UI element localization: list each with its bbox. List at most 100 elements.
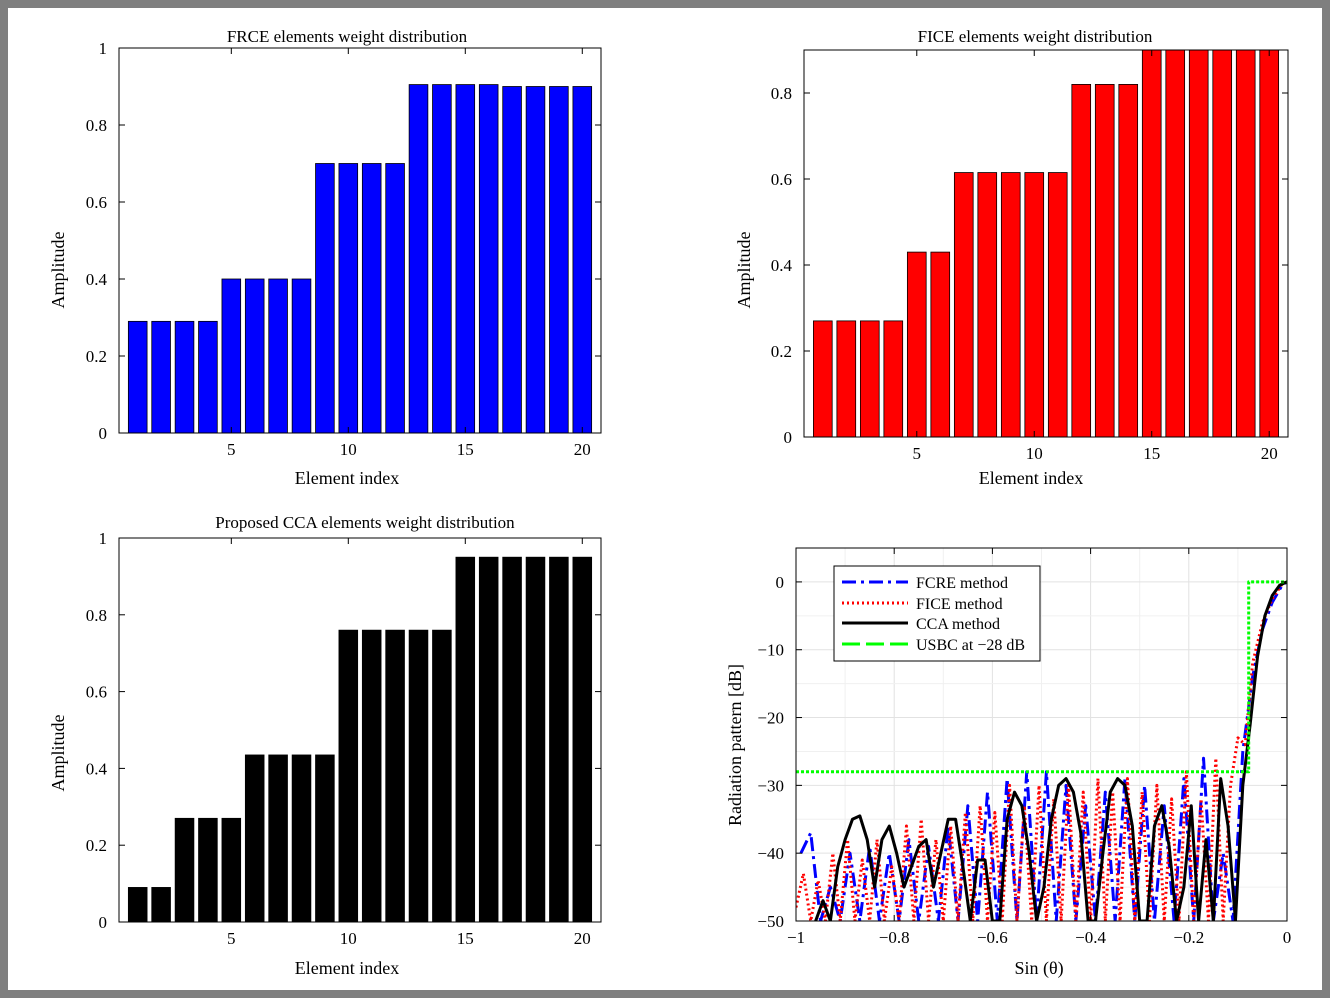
y-tick-label: 0.2 [86,347,107,366]
bar-frce-19 [549,86,569,434]
y-tick-label: −30 [757,776,784,795]
legend-label-fice: FICE method [916,596,1003,613]
bar-fice-15 [1141,49,1162,438]
bar-frce-12 [385,163,405,434]
bar-frce-18 [525,86,546,434]
panel-fice-axes [803,49,1289,438]
panel-cca: Proposed CCA elements weight distributio… [48,513,602,978]
bar-cca-15 [455,556,476,923]
bar-frce-11 [361,163,382,434]
x-tick-label: 20 [1261,444,1278,463]
bar-frce-1 [127,320,148,434]
bar-cca-6 [244,754,265,923]
x-tick-label: −0.8 [879,928,910,947]
bar-cca-9 [315,754,335,923]
bar-cca-1 [127,887,148,923]
pattern-legend: FCRE method FICE method CCA method USBC … [833,565,1041,662]
y-tick-label: 0.2 [86,836,107,855]
y-tick-label: 1 [99,529,108,548]
panel-cca-title: Proposed CCA elements weight distributio… [215,513,515,532]
bar-frce-17 [502,86,522,434]
y-tick-label: 0.2 [771,342,792,361]
bar-cca-4 [198,817,218,923]
series-line-3 [796,580,1287,774]
bar-frce-20 [572,86,593,434]
bar-cca-14 [432,629,452,923]
bar-cca-3 [174,817,195,923]
y-tick-label: 0.8 [86,116,107,135]
bar-fice-6 [930,251,951,438]
y-tick-label: −10 [757,641,784,660]
x-tick-label: 15 [1143,444,1160,463]
panel-pattern-ylabel: Radiation pattern [dB] [725,664,745,826]
bar-cca-19 [549,556,569,923]
y-tick-label: 0.6 [771,170,792,189]
y-tick-label: 0.6 [86,193,107,212]
y-tick-label: 0 [99,913,108,932]
panel-frce-ylabel: Amplitude [48,231,68,308]
bar-fice-13 [1094,84,1115,438]
legend-label-usbc: USBC at −28 dB [916,637,1025,654]
bar-frce-6 [244,278,265,434]
bar-cca-11 [361,629,382,923]
x-tick-label: 20 [574,440,591,459]
bar-cca-8 [291,754,312,923]
panel-pattern-xlabel: Sin (θ) [1014,958,1063,979]
bar-fice-8 [977,172,998,438]
bar-fice-5 [906,251,927,438]
bar-cca-7 [268,754,288,923]
x-tick-label: −0.4 [1075,928,1106,947]
panel-fice-xlabel: Element index [979,468,1083,488]
x-tick-label: −1 [787,928,805,947]
series-line-2 [814,580,1287,921]
y-tick-label: 0.8 [86,606,107,625]
bar-fice-11 [1047,172,1068,438]
bar-frce-14 [432,84,452,434]
y-tick-label: 0 [784,428,793,447]
x-tick-label: 5 [913,444,922,463]
bar-fice-18 [1212,49,1233,438]
panel-fice-title: FICE elements weight distribution [918,27,1153,46]
bar-cca-16 [478,556,499,923]
bar-fice-7 [953,172,974,438]
bar-frce-15 [455,84,476,434]
bar-fice-20 [1259,49,1280,438]
x-tick-label: 10 [340,440,357,459]
bar-fice-17 [1188,49,1209,438]
x-tick-label: 10 [1026,444,1043,463]
bar-frce-10 [338,163,359,434]
panel-cca-axes [118,537,602,923]
bar-fice-9 [1000,172,1021,438]
x-tick-label: 5 [227,929,236,948]
x-tick-label: 10 [340,929,357,948]
bar-cca-18 [525,556,546,923]
bar-cca-17 [502,556,522,923]
bar-cca-2 [151,887,171,923]
x-tick-label: −0.6 [977,928,1008,947]
bar-frce-5 [221,278,242,434]
bar-fice-1 [813,320,833,438]
y-tick-label: −40 [757,844,784,863]
bar-frce-4 [198,320,218,434]
panel-frce-title: FRCE elements weight distribution [227,27,468,46]
panel-cca-xlabel: Element index [295,958,399,978]
panel-fice: FICE elements weight distribution Elemen… [734,27,1289,488]
y-tick-label: 1 [99,39,108,58]
y-tick-label: 0 [99,424,108,443]
x-tick-label: 5 [227,440,236,459]
bar-frce-7 [268,278,288,434]
y-tick-label: −50 [757,912,784,931]
bar-fice-12 [1071,84,1092,438]
bar-cca-12 [385,629,405,923]
bar-fice-10 [1024,172,1045,438]
y-tick-label: 0.4 [86,270,108,289]
x-tick-label: 20 [574,929,591,948]
x-tick-label: 15 [457,440,474,459]
bar-cca-10 [338,629,359,923]
panel-frce-axes [118,47,602,434]
panel-frce: FRCE elements weight distribution Elemen… [48,27,602,488]
bar-frce-2 [151,320,171,434]
x-tick-label: −0.2 [1173,928,1204,947]
bar-cca-13 [408,629,429,923]
bar-frce-13 [408,84,429,434]
